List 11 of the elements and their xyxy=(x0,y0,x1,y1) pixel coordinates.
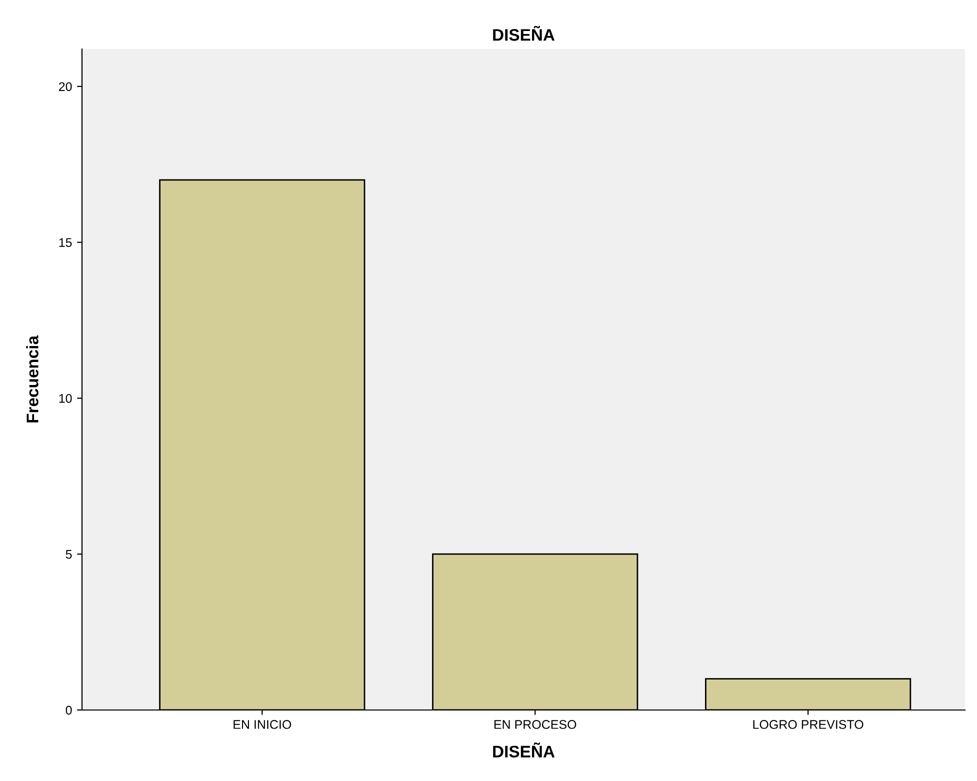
x-tick-label: EN INICIO xyxy=(234,720,292,729)
y-tick-label: 20 xyxy=(59,82,72,92)
y-tick-label: 15 xyxy=(59,238,72,247)
y-tick-label: 10 xyxy=(59,394,72,403)
chart-title: DISEÑA xyxy=(493,26,555,41)
x-tick-label: LOGRO PREVISTO xyxy=(753,720,864,729)
y-tick-label: 5 xyxy=(66,550,72,559)
y-tick-label: 0 xyxy=(66,706,72,715)
y-axis-title: Frecuencia xyxy=(26,335,38,422)
x-tick-label: EN PROCESO xyxy=(494,720,576,729)
x-axis-title: DISEÑA xyxy=(493,742,555,758)
